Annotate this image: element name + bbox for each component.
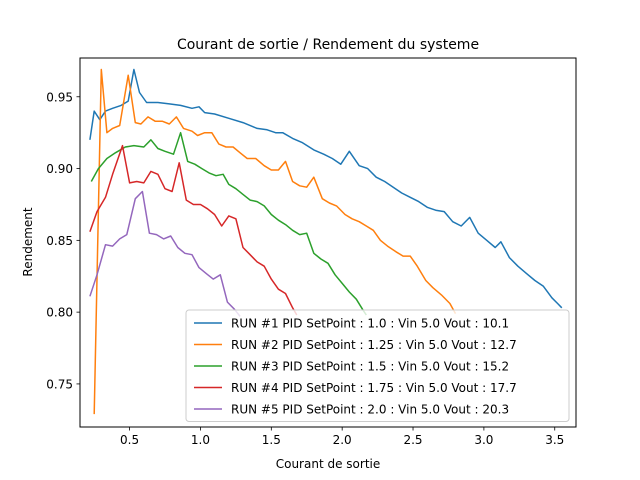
series-line-run-2 [93,68,457,415]
x-tick-label: 2.5 [403,433,422,447]
ticks-layer: 0.5 1.0 1.5 2.0 2.5 3.0 3.5 0.75 0.80 0.85 0.90 0.9… [46,90,564,447]
x-tick-label: 0.5 [120,433,139,447]
y-tick-label: 0.75 [46,377,73,391]
legend-box [185,309,570,422]
y-tick-label: 0.95 [46,90,73,104]
chart-title: Courant de sortie / Rendement du systeme [177,37,479,53]
plot-frame [79,57,577,428]
y-tick-label: 0.80 [46,306,73,320]
legend-label: RUN #2 PID SetPoint : 1.25 : Vin 5.0 Vou… [231,338,517,352]
x-axis-label: Courant de sortie [276,457,381,471]
x-tick-label: 3.5 [545,433,564,447]
x-tick-label: 2.0 [333,433,352,447]
x-tick-label: 3.0 [474,433,493,447]
series-layer [89,68,563,415]
series-line-run-1 [89,68,563,309]
legend-label: RUN #5 PID SetPoint : 2.0 : Vin 5.0 Vout… [231,403,509,417]
y-tick-label: 0.85 [46,234,73,248]
series-line-run-4 [89,144,298,316]
legend: RUN #1 PID SetPoint : 1.0 : Vin 5.0 Vout… [185,309,570,422]
x-tick-label: 1.5 [262,433,281,447]
x-tick-label: 1.0 [191,433,210,447]
series-line-run-3 [90,131,367,316]
legend-label: RUN #4 PID SetPoint : 1.75 : Vin 5.0 Vou… [231,381,517,395]
legend-label: RUN #1 PID SetPoint : 1.0 : Vin 5.0 Vout… [231,317,509,331]
y-tick-label: 0.90 [46,162,73,176]
series-line-run-5 [89,190,241,317]
y-axis-label: Rendement [21,207,35,276]
legend-label: RUN #3 PID SetPoint : 1.5 : Vin 5.0 Vout… [231,360,509,374]
